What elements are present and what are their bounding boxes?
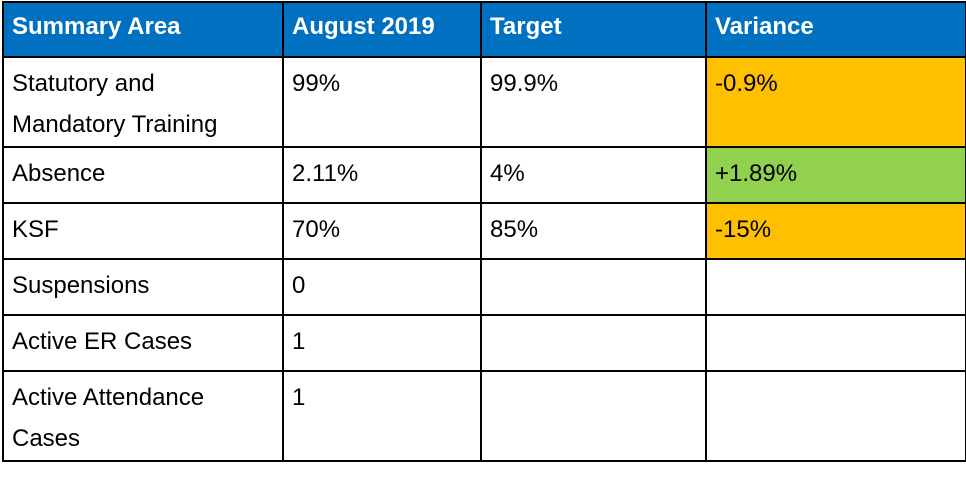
table-row: Statutory and Mandatory Training 99% 99.… [2, 56, 966, 148]
cell-august-2019: 1 [282, 370, 482, 462]
cell-area: Active Attendance Cases [2, 370, 284, 462]
cell-area: KSF [2, 202, 284, 260]
cell-august-2019: 0 [282, 258, 482, 316]
cell-target: 99.9% [480, 56, 707, 148]
cell-target [480, 314, 707, 372]
cell-august-2019: 1 [282, 314, 482, 372]
table-row: Suspensions 0 [2, 258, 966, 316]
cell-august-2019: 99% [282, 56, 482, 148]
header-august-2019: August 2019 [282, 1, 482, 58]
cell-august-2019: 70% [282, 202, 482, 260]
table-row: Active Attendance Cases 1 [2, 370, 966, 462]
cell-target [480, 370, 707, 462]
cell-variance: -0.9% [705, 56, 966, 148]
table-row: Active ER Cases 1 [2, 314, 966, 372]
header-row: Summary Area August 2019 Target Variance [2, 1, 966, 58]
cell-target: 4% [480, 146, 707, 204]
cell-variance: +1.89% [705, 146, 966, 204]
cell-variance: -15% [705, 202, 966, 260]
table-row: KSF 70% 85% -15% [2, 202, 966, 260]
header-target: Target [480, 1, 707, 58]
cell-august-2019: 2.11% [282, 146, 482, 204]
summary-table: Summary Area August 2019 Target Variance… [2, 1, 966, 462]
cell-variance [705, 314, 966, 372]
header-variance: Variance [705, 1, 966, 58]
cell-area: Statutory and Mandatory Training [2, 56, 284, 148]
cell-area: Suspensions [2, 258, 284, 316]
cell-area: Active ER Cases [2, 314, 284, 372]
header-summary-area: Summary Area [2, 1, 284, 58]
cell-variance [705, 258, 966, 316]
table-row: Absence 2.11% 4% +1.89% [2, 146, 966, 204]
cell-variance [705, 370, 966, 462]
cell-target: 85% [480, 202, 707, 260]
cell-target [480, 258, 707, 316]
cell-area: Absence [2, 146, 284, 204]
